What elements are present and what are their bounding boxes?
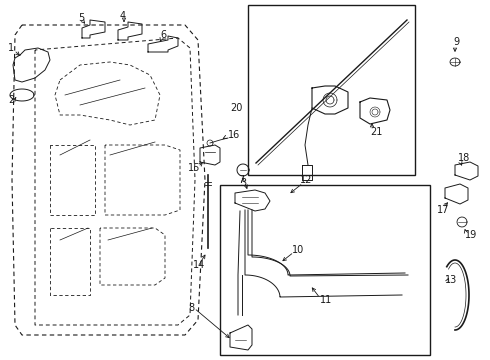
Text: 14: 14 xyxy=(193,260,205,270)
Text: 5: 5 xyxy=(78,13,84,23)
Text: 21: 21 xyxy=(370,127,382,137)
Text: 7: 7 xyxy=(238,175,244,185)
Text: 20: 20 xyxy=(231,103,243,113)
Bar xyxy=(220,185,430,355)
Text: 16: 16 xyxy=(228,130,240,140)
Text: 2: 2 xyxy=(8,95,14,105)
Text: 3: 3 xyxy=(240,178,246,188)
Text: 9: 9 xyxy=(453,37,459,47)
Text: 12: 12 xyxy=(300,175,313,185)
Text: 1: 1 xyxy=(8,43,14,53)
Text: 19: 19 xyxy=(465,230,477,240)
Text: 15: 15 xyxy=(188,163,200,173)
Text: 11: 11 xyxy=(320,295,332,305)
Bar xyxy=(248,5,415,175)
Text: 6: 6 xyxy=(160,30,166,40)
Text: 13: 13 xyxy=(445,275,457,285)
Text: 17: 17 xyxy=(437,205,449,215)
Text: 18: 18 xyxy=(458,153,470,163)
Text: 4: 4 xyxy=(120,11,126,21)
Text: 8: 8 xyxy=(188,303,194,313)
Text: 10: 10 xyxy=(292,245,304,255)
